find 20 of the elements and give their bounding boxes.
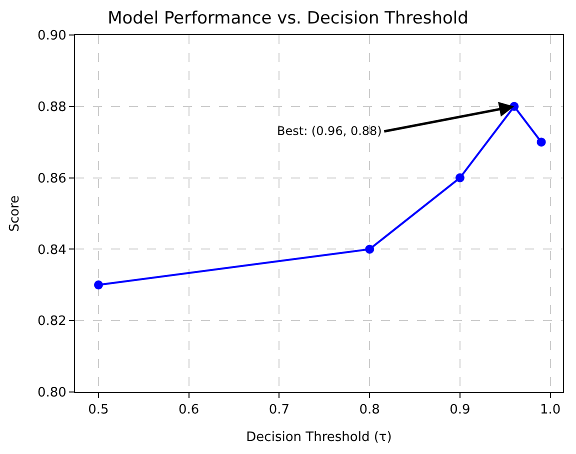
- y-tick-label: 0.86: [37, 171, 66, 186]
- chart-title: Model Performance vs. Decision Threshold: [108, 8, 468, 28]
- point: [365, 244, 374, 254]
- point: [455, 173, 464, 182]
- y-axis-title: Score: [7, 195, 22, 232]
- x-tick-label: 0.9: [450, 402, 470, 418]
- x-tick-label: 0.6: [178, 402, 200, 418]
- y-tick-label: 0.80: [37, 386, 66, 401]
- point: [94, 280, 103, 290]
- annotation: Best: (0.96, 0.88): [277, 124, 382, 138]
- x-tick-label: 0.5: [88, 402, 109, 418]
- y-tick-label: 0.84: [37, 242, 66, 258]
- point: [536, 138, 546, 147]
- y-tick-label: 0.88: [37, 100, 66, 115]
- x-tick-label: 1.0: [540, 402, 561, 418]
- x-tick-label: 0.8: [359, 402, 380, 418]
- x-tick-label: 0.7: [268, 402, 290, 418]
- y-tick-label: 0.82: [37, 314, 66, 330]
- x-axis-title: Decision Threshold (τ): [246, 430, 392, 446]
- y-tick-label: 0.90: [37, 28, 66, 44]
